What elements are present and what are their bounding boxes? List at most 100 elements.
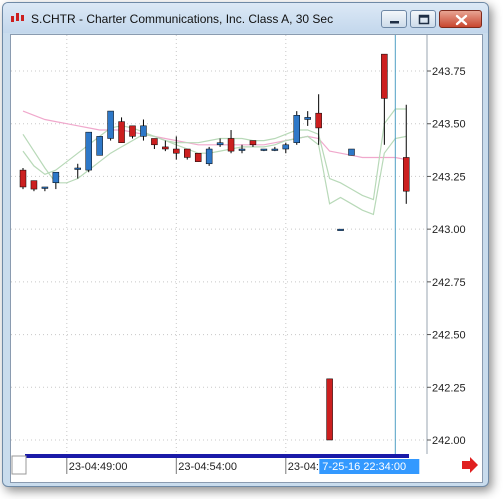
candlestick-chart[interactable]: 243.75 243.50 243.25 243.00 242.75 242.50 242.… [11,35,482,482]
candle [337,228,344,231]
candle-body [249,140,257,146]
ma-slow-line [22,110,407,161]
candle [96,136,103,156]
x-tick-label: 23-04:49:00 [69,461,128,473]
candle-body [348,148,355,156]
candle-body [381,53,388,99]
candle-body [41,186,49,189]
candle [381,53,388,145]
candle [140,119,147,141]
candle-body [85,131,92,171]
candle-body [74,167,81,170]
candle-body [118,121,125,143]
candle-body [315,112,322,129]
chart-window: S.CHTR - Charter Communications, Inc. Cl… [2,2,489,487]
candle [304,111,311,126]
candle-body [30,180,38,190]
candle [205,146,213,166]
candle [118,117,125,143]
candle-body [260,148,268,151]
close-button[interactable] [439,10,482,28]
candles [19,53,410,441]
candle-body [52,171,60,184]
candle [260,148,268,152]
cursor-time-label-bg [319,459,420,474]
candle-body [403,157,410,192]
candle-body [205,148,213,165]
maximize-button[interactable] [410,10,436,28]
time-scrollbar[interactable] [25,454,409,458]
candle-body [194,152,202,162]
candle [293,111,300,145]
candle [216,138,224,147]
window-title: S.CHTR - Charter Communications, Inc. Cl… [31,12,334,26]
candle [162,140,169,152]
candle-body [184,148,191,158]
candle-body [227,138,235,152]
minimize-button[interactable] [381,10,407,28]
candle-body [271,148,279,151]
time-axis-corner-box[interactable] [11,455,27,475]
candle [184,148,191,160]
candle-body [304,117,311,120]
app-logo-icon [11,13,24,22]
chart-area[interactable]: 243.75 243.50 243.25 243.00 242.75 242.50 242.… [10,34,483,483]
candle [271,146,279,152]
candle [238,144,246,154]
candle-body [326,378,333,441]
candle-body [216,142,224,146]
candle-body [107,110,114,139]
y-tick-label: 242.50 [432,330,466,342]
candle [30,180,38,192]
candle [227,130,235,154]
candle [194,152,202,162]
scroll-right-button[interactable] [462,457,478,473]
candle [403,104,410,204]
candle [19,167,27,190]
candle-body [151,138,158,146]
candle [85,131,92,173]
candle [348,148,355,156]
candle [74,163,81,179]
cursor-time-label-text: 7-25-16 22:34:00 [322,461,406,473]
candle-body [337,228,344,231]
candle-body [282,144,290,150]
maximize-icon [418,14,430,25]
y-tick-label: 242.25 [432,382,466,394]
cursor-time-label: 7-25-16 22:34:00 [319,459,420,474]
candle-body [129,125,136,137]
minimize-icon [390,21,399,24]
candle [129,125,136,139]
ma-fast-lower-line [22,133,407,216]
candle-body [19,169,27,188]
title-bar[interactable]: S.CHTR - Charter Communications, Inc. Cl… [3,3,488,33]
candle [41,186,49,192]
candle-body [140,125,147,137]
candle [282,142,290,154]
candle-body [293,115,300,143]
y-tick-label: 242.00 [432,435,466,447]
scroll-right-arrow-icon[interactable] [462,457,478,473]
candle [315,94,322,145]
candle-body [96,136,103,156]
candle [151,138,158,150]
y-tick-label: 243.50 [432,119,466,131]
candle-body [238,148,246,151]
candle [107,110,114,141]
y-tick-label: 243.75 [432,66,466,78]
grid [11,35,427,454]
time-axis[interactable]: 23-04:49:00 23-04:54:00 23-04:59:00 [66,458,347,474]
candle-body [162,146,169,150]
y-tick-label: 243.00 [432,224,466,236]
candle-body [173,148,180,154]
candle [249,140,257,147]
x-tick-label: 23-04:54:00 [178,461,237,473]
price-axis[interactable]: 243.75 243.50 243.25 243.00 242.75 242.50 242.… [427,66,466,447]
moving-averages [22,108,407,216]
candle [326,378,333,441]
candle [173,136,180,160]
candle [52,171,60,190]
close-icon [455,14,468,26]
y-tick-label: 243.25 [432,171,466,183]
y-tick-label: 242.75 [432,277,466,289]
